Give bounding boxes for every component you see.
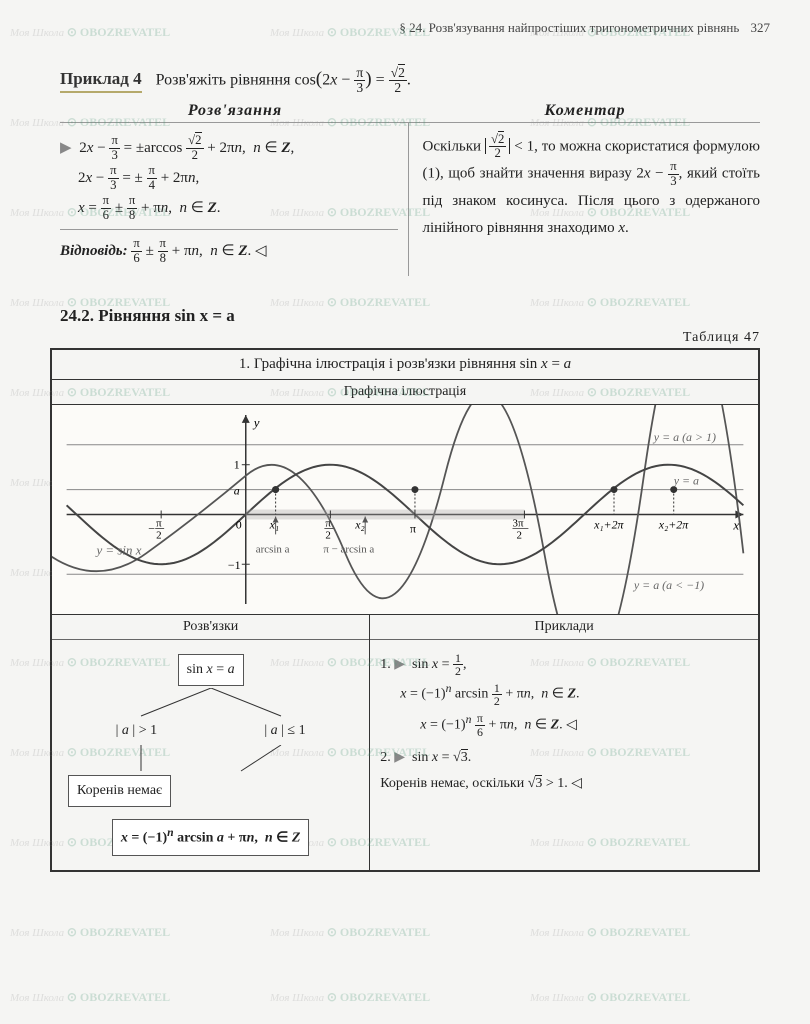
- svg-text:−: −: [148, 521, 155, 535]
- svg-text:y = a (a < −1): y = a (a < −1): [633, 578, 704, 592]
- svg-text:x₁+2π: x₁+2π: [593, 517, 624, 531]
- svg-text:0: 0: [236, 517, 242, 531]
- svg-text:2: 2: [325, 529, 330, 541]
- watermark: ⊙ OBOZREVATEL: [530, 990, 690, 1005]
- tree-lines-1: [81, 688, 341, 718]
- svg-text:x₂+2π: x₂+2π: [658, 517, 689, 531]
- examples-body: 1. ▶ sin x = 12, x = (−1)n arcsin 12 + π…: [370, 640, 758, 811]
- table-title: 1. Графічна ілюстрація і розв'язки рівня…: [52, 350, 758, 380]
- svg-text:π: π: [325, 517, 331, 529]
- sol-right-h: Коментар: [410, 102, 760, 120]
- graph-svg: y x 1 −1 0 a − π 2 π 2 π 3π 2 x₁ x₂ x₁+2…: [52, 405, 758, 614]
- svg-text:x₂: x₂: [354, 517, 364, 531]
- svg-text:π − arcsin a: π − arcsin a: [323, 543, 374, 555]
- cond-gt1: | a | > 1: [116, 718, 158, 745]
- svg-text:2: 2: [156, 529, 161, 541]
- table-47: 1. Графічна ілюстрація і розв'язки рівня…: [50, 348, 760, 872]
- svg-text:arcsin a: arcsin a: [256, 543, 290, 555]
- example-task: Розв'яжіть рівняння cos(2x − π3) = √22.: [156, 66, 411, 96]
- eq-sinx-a: sin x = a: [178, 654, 244, 687]
- svg-text:3π: 3π: [512, 517, 523, 529]
- svg-text:1: 1: [234, 457, 240, 471]
- watermark: ⊙ OBOZREVATEL: [270, 990, 430, 1005]
- example-badge: Приклад 4: [60, 69, 142, 93]
- sol-left-h: Розв'язання: [60, 102, 410, 120]
- solution-header: Розв'язання Коментар: [60, 102, 760, 120]
- watermark: ⊙ OBOZREVATEL: [10, 990, 170, 1005]
- svg-text:x₁: x₁: [269, 517, 279, 531]
- watermark: ⊙ OBOZREVATEL: [530, 925, 690, 940]
- solution-left: ▶ 2x − π3 = ±arccos √22 + 2πn, n ∈ Z, 2x…: [60, 123, 409, 276]
- svg-text:y = a (a > 1): y = a (a > 1): [653, 429, 716, 443]
- graph-header: Графічна ілюстрація: [52, 380, 758, 405]
- svg-text:y: y: [252, 414, 260, 429]
- solutions-header: Розв'язки: [52, 615, 369, 640]
- svg-text:π: π: [410, 521, 416, 535]
- sine-graph: y x 1 −1 0 a − π 2 π 2 π 3π 2 x₁ x₂ x₁+2…: [52, 405, 758, 615]
- svg-text:y = sin x: y = sin x: [94, 542, 141, 557]
- section-label: § 24. Розв'язування найпростіших тригоно…: [399, 20, 739, 35]
- svg-text:−1: −1: [228, 558, 241, 572]
- svg-text:a: a: [234, 483, 240, 497]
- page-number: 327: [751, 20, 771, 35]
- section-title: 24.2. Рівняння sin x = a: [60, 306, 810, 326]
- svg-text:π: π: [156, 517, 162, 529]
- watermark: ⊙ OBOZREVATEL: [270, 925, 430, 940]
- tree-lines-2: [81, 745, 341, 773]
- solution-tree: sin x = a | a | > 1 | a | ≤ 1 Коренів не…: [52, 640, 369, 870]
- answer-label: Відповідь:: [60, 243, 128, 259]
- svg-text:x: x: [732, 517, 739, 532]
- cond-le1: | a | ≤ 1: [264, 718, 305, 745]
- table-label: Таблиця 47: [0, 330, 760, 346]
- example-4: Приклад 4 Розв'яжіть рівняння cos(2x − π…: [60, 66, 760, 276]
- examples-header: Приклади: [370, 615, 758, 640]
- svg-text:2: 2: [516, 529, 521, 541]
- watermark: ⊙ OBOZREVATEL: [10, 925, 170, 940]
- solution-right: Оскільки √22 < 1, то можна скористатися …: [409, 123, 761, 276]
- formula-main: x = (−1)n arcsin a + πn, n ∈ Z: [112, 819, 310, 855]
- no-roots-box: Коренів немає: [68, 775, 171, 808]
- svg-text:y = a: y = a: [673, 473, 699, 487]
- page-header: § 24. Розв'язування найпростіших тригоно…: [0, 0, 810, 46]
